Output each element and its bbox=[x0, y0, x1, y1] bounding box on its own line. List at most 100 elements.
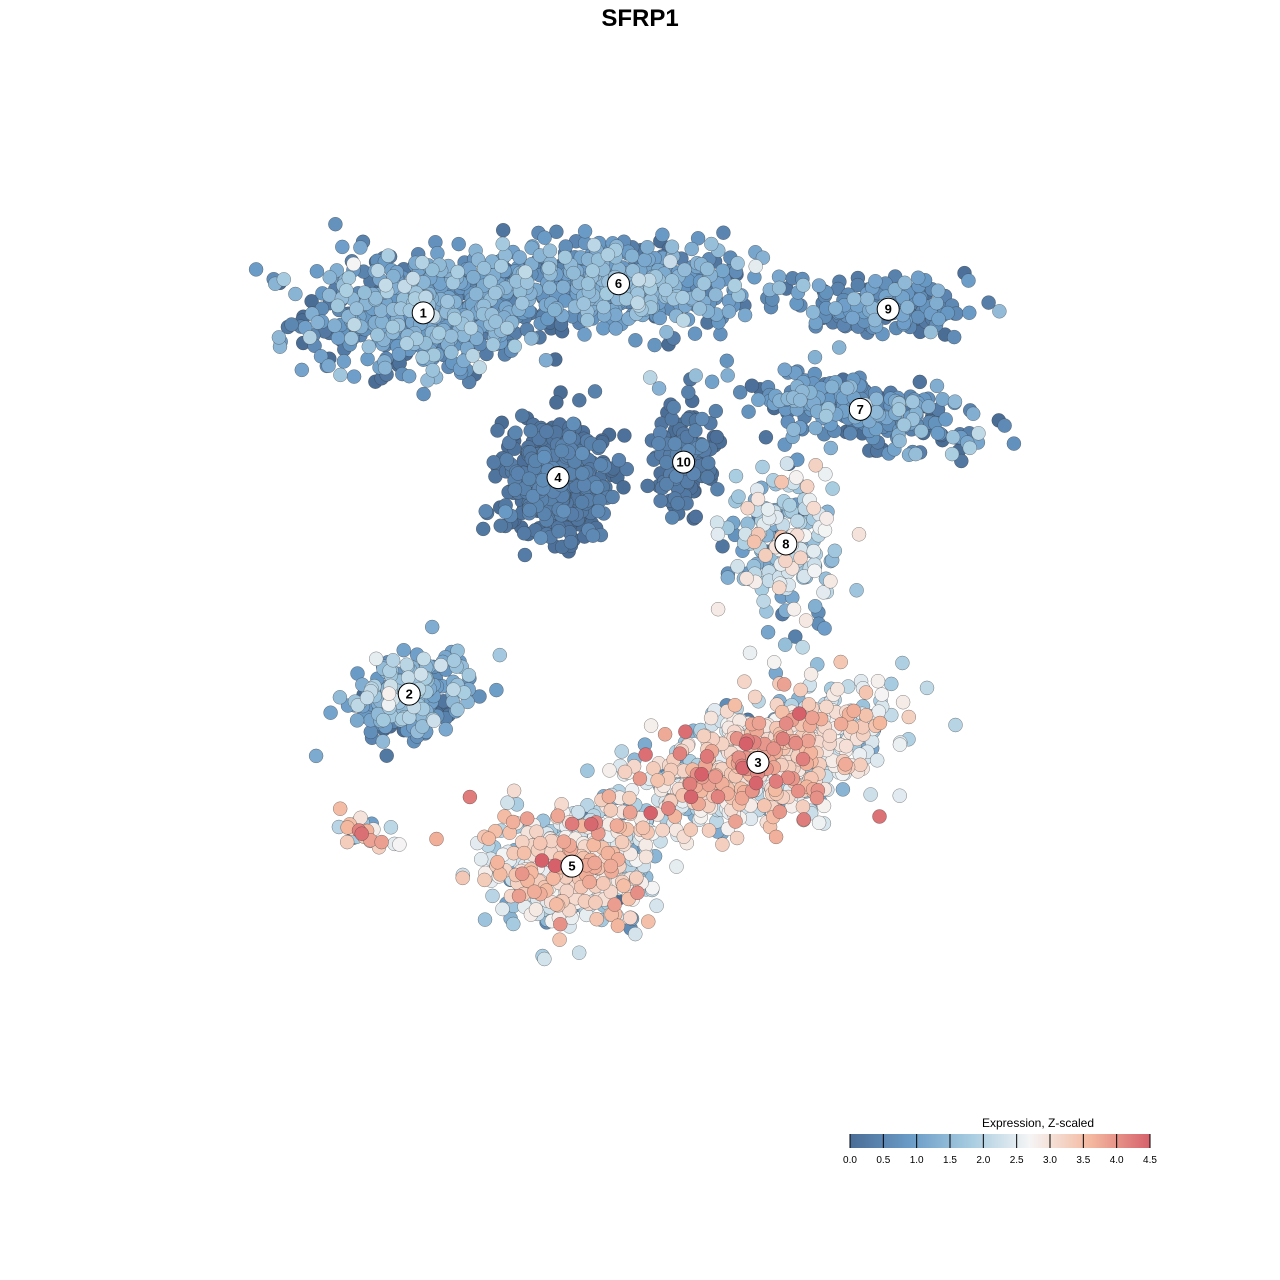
data-point bbox=[737, 674, 752, 689]
data-point bbox=[833, 654, 848, 670]
legend-tick-label: 1.5 bbox=[943, 1155, 957, 1166]
data-point bbox=[485, 888, 500, 904]
data-point bbox=[687, 326, 703, 341]
data-point bbox=[795, 640, 810, 655]
data-point bbox=[721, 304, 737, 319]
data-point bbox=[614, 834, 630, 850]
data-point bbox=[818, 408, 834, 424]
data-point bbox=[354, 826, 369, 841]
data-point bbox=[488, 285, 503, 301]
data-point bbox=[465, 348, 481, 363]
data-point bbox=[361, 339, 377, 354]
data-point bbox=[744, 378, 760, 393]
data-point bbox=[468, 286, 484, 302]
data-point bbox=[400, 670, 416, 685]
data-point bbox=[664, 510, 680, 525]
chart-title: SFRP1 bbox=[601, 5, 678, 32]
data-point bbox=[523, 423, 538, 438]
data-point bbox=[681, 385, 696, 400]
data-point bbox=[647, 337, 662, 353]
data-point bbox=[727, 697, 743, 713]
data-point bbox=[682, 776, 698, 792]
legend-colorbar bbox=[850, 1134, 1150, 1148]
data-point bbox=[638, 849, 654, 865]
data-point bbox=[587, 855, 602, 871]
data-point bbox=[704, 236, 719, 252]
data-point bbox=[628, 926, 643, 942]
data-point bbox=[490, 855, 505, 870]
data-point bbox=[616, 480, 631, 495]
data-point bbox=[914, 423, 929, 439]
data-point bbox=[823, 440, 839, 456]
data-point bbox=[728, 814, 743, 829]
data-point bbox=[830, 681, 845, 697]
data-point bbox=[811, 278, 827, 293]
legend-tick-label: 3.5 bbox=[1076, 1155, 1090, 1166]
data-point bbox=[843, 426, 858, 441]
data-point bbox=[700, 261, 715, 277]
data-point bbox=[610, 918, 626, 933]
data-point bbox=[846, 703, 862, 719]
data-point bbox=[512, 250, 527, 265]
data-point bbox=[788, 629, 803, 644]
data-point bbox=[346, 369, 362, 384]
data-point bbox=[321, 358, 336, 374]
data-point bbox=[346, 256, 361, 272]
data-point bbox=[694, 411, 710, 427]
data-point bbox=[870, 673, 886, 689]
data-point bbox=[444, 345, 459, 360]
data-point bbox=[596, 299, 611, 315]
data-point bbox=[623, 910, 638, 926]
data-point bbox=[616, 878, 631, 893]
data-point bbox=[514, 295, 530, 311]
cluster-label-text: 1 bbox=[420, 305, 427, 320]
data-point bbox=[688, 423, 703, 438]
data-point bbox=[516, 526, 532, 541]
data-point bbox=[603, 858, 619, 874]
data-point bbox=[793, 550, 808, 566]
data-point bbox=[585, 528, 601, 543]
data-point bbox=[892, 433, 907, 449]
data-point bbox=[838, 757, 853, 772]
data-point bbox=[309, 264, 325, 279]
data-point bbox=[607, 897, 622, 912]
data-point bbox=[710, 789, 726, 805]
data-point bbox=[380, 248, 396, 263]
data-point bbox=[399, 657, 415, 672]
data-point bbox=[477, 872, 492, 888]
data-point bbox=[710, 526, 726, 542]
data-point bbox=[901, 709, 917, 725]
data-point bbox=[827, 543, 843, 559]
data-point bbox=[807, 598, 823, 614]
data-point bbox=[720, 368, 735, 383]
data-point bbox=[760, 624, 776, 640]
data-point bbox=[635, 820, 651, 836]
data-point bbox=[391, 347, 407, 362]
data-point bbox=[547, 302, 562, 318]
data-point bbox=[670, 496, 685, 511]
data-point bbox=[676, 313, 691, 328]
legend-tick-label: 0.0 bbox=[843, 1155, 857, 1166]
data-point bbox=[757, 798, 772, 813]
data-point bbox=[872, 715, 888, 731]
data-point bbox=[413, 667, 429, 682]
data-point bbox=[897, 275, 913, 291]
data-point bbox=[768, 829, 784, 845]
data-point bbox=[730, 256, 745, 271]
data-point bbox=[521, 471, 537, 487]
data-point bbox=[630, 885, 645, 901]
data-point bbox=[923, 324, 938, 340]
data-point bbox=[538, 352, 554, 368]
data-point bbox=[524, 331, 539, 346]
data-point bbox=[738, 736, 754, 752]
data-point bbox=[614, 744, 629, 759]
data-point bbox=[845, 310, 860, 326]
data-point bbox=[701, 823, 717, 838]
data-point bbox=[336, 354, 352, 369]
data-point bbox=[806, 543, 821, 559]
data-point bbox=[806, 500, 821, 516]
data-point bbox=[495, 222, 511, 238]
color-legend: Expression, Z-scaled 0.0 0.5 1.0 1.5 2.0 2.5 3… bbox=[843, 1116, 1157, 1166]
data-point bbox=[378, 277, 393, 293]
data-point bbox=[516, 845, 532, 861]
